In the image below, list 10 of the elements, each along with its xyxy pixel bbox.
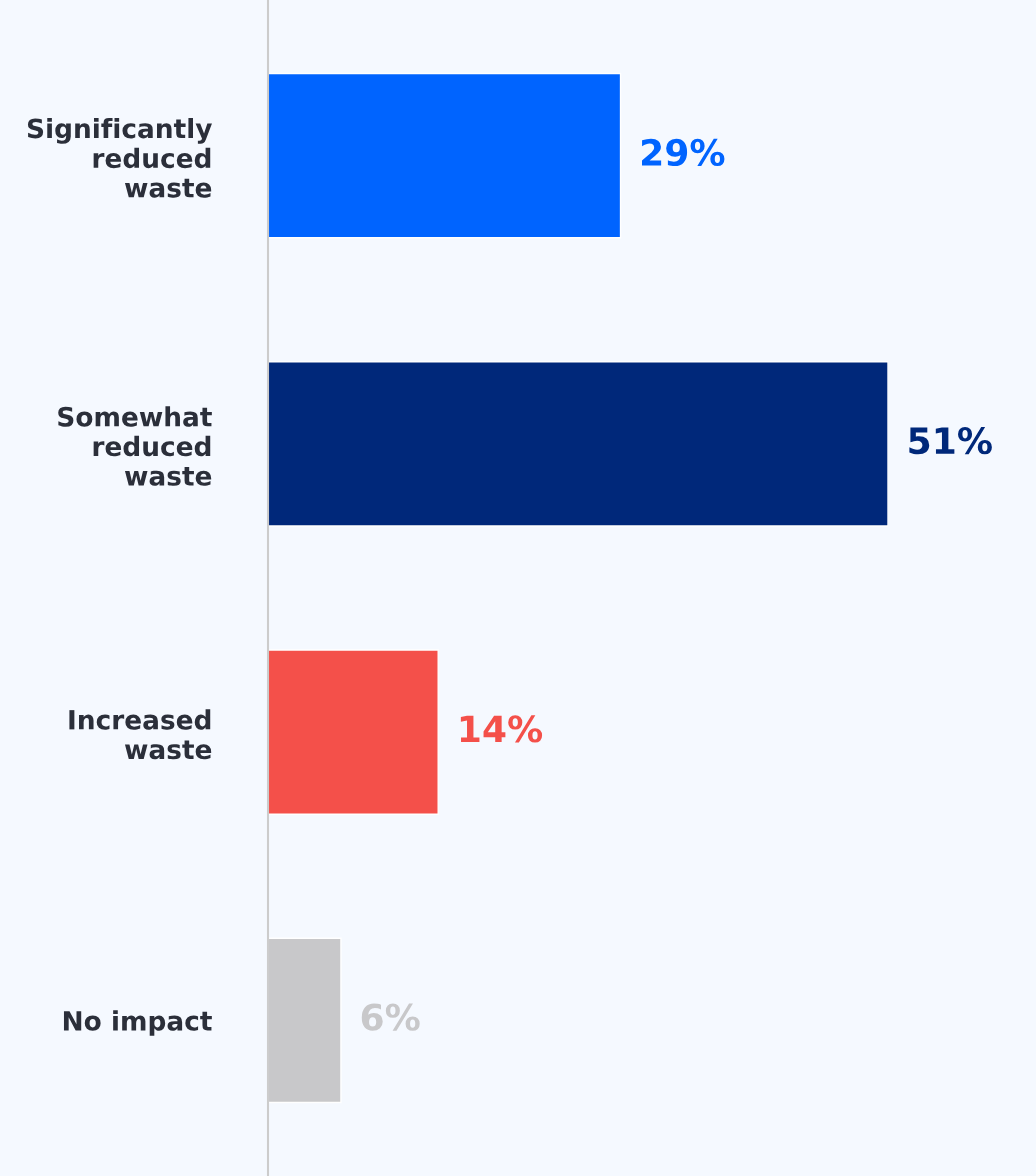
data-label: 29% (642, 138, 725, 167)
y-tick-label: Significantly reduced waste (27, 117, 212, 198)
data-label: 51% (909, 427, 992, 455)
data-label: 14% (460, 715, 543, 743)
bar (268, 72, 622, 239)
y-tick-label: Somewhat reduced waste (58, 406, 212, 486)
bar (268, 649, 439, 815)
y-tick-label: Increased waste (69, 709, 212, 760)
y-tick-label: No impact (63, 1010, 212, 1036)
bar (268, 361, 888, 527)
